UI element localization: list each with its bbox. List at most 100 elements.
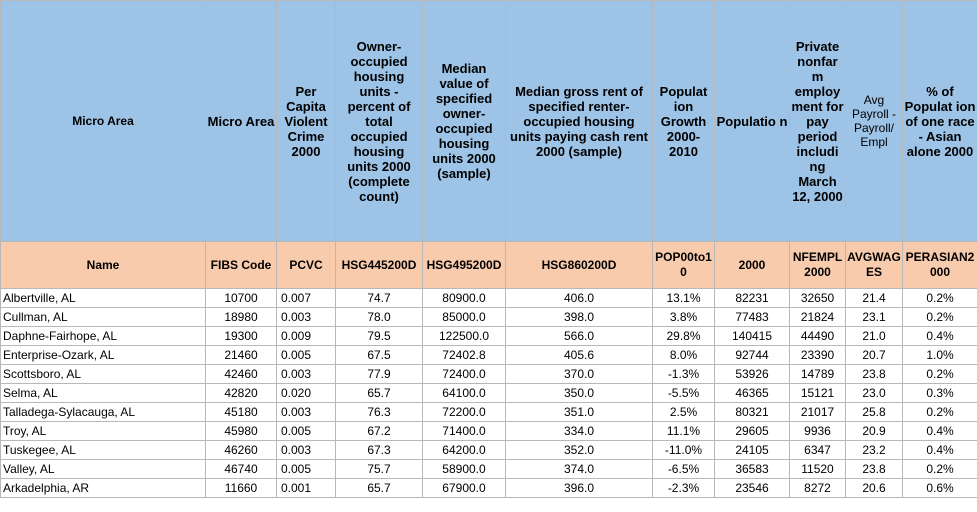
- table-cell: 21460: [205, 345, 277, 365]
- header-cell: Micro Area: [0, 0, 206, 242]
- code-cell: FIBS Code: [205, 241, 277, 289]
- table-cell: 67.3: [335, 440, 423, 460]
- table-cell: 92744: [714, 345, 790, 365]
- code-cell: 2000: [714, 241, 790, 289]
- header-cell: Populat ion Growth 2000-2010: [652, 0, 715, 242]
- table-cell: 0.003: [276, 364, 336, 384]
- header-cell: Owner-occupied housing units - percent o…: [335, 0, 423, 242]
- table-cell: 0.6%: [902, 478, 977, 498]
- table-cell: 77483: [714, 307, 790, 327]
- table-cell: 72402.8: [422, 345, 506, 365]
- header-cell: % of Populat ion of one race - Asian alo…: [902, 0, 977, 242]
- table-cell: 76.3: [335, 402, 423, 422]
- table-cell: 10700: [205, 288, 277, 308]
- table-cell: 46365: [714, 383, 790, 403]
- table-cell: 72400.0: [422, 364, 506, 384]
- table-cell: 19300: [205, 326, 277, 346]
- header-cell: Populatio n: [714, 0, 790, 242]
- table-cell: 0.2%: [902, 402, 977, 422]
- table-cell: 25.8: [845, 402, 903, 422]
- table-cell: 11520: [789, 459, 846, 479]
- table-cell: 21017: [789, 402, 846, 422]
- table-cell: 9936: [789, 421, 846, 441]
- table-cell: 67.2: [335, 421, 423, 441]
- table-cell: 64100.0: [422, 383, 506, 403]
- table-cell: 370.0: [505, 364, 653, 384]
- table-cell: 350.0: [505, 383, 653, 403]
- table-cell: 85000.0: [422, 307, 506, 327]
- table-cell: 64200.0: [422, 440, 506, 460]
- table-cell: 0.003: [276, 307, 336, 327]
- table-cell: 71400.0: [422, 421, 506, 441]
- table-cell: 352.0: [505, 440, 653, 460]
- row-name-cell: Selma, AL: [0, 383, 206, 403]
- table-row: Scottsboro, AL 42460 0.003 77.9 72400.0 370.0…: [0, 364, 977, 384]
- header-cell: Per Capita Violent Crime 2000: [276, 0, 336, 242]
- table-cell: 44490: [789, 326, 846, 346]
- table-row: Enterprise-Ozark, AL 21460 0.005 67.5 72402.…: [0, 345, 977, 365]
- table-cell: 0.4%: [902, 326, 977, 346]
- table-row: Selma, AL 42820 0.020 65.7 64100.0 350.0 -5.5%…: [0, 383, 977, 403]
- table-cell: 396.0: [505, 478, 653, 498]
- table-cell: 46260: [205, 440, 277, 460]
- table-cell: 53926: [714, 364, 790, 384]
- table-cell: 65.7: [335, 383, 423, 403]
- table-row: Tuskegee, AL 46260 0.003 67.3 64200.0 352.0 -1…: [0, 440, 977, 460]
- table-cell: 23390: [789, 345, 846, 365]
- table-cell: 20.7: [845, 345, 903, 365]
- code-cell: NFEMPL2000: [789, 241, 846, 289]
- row-name-cell: Arkadelphia, AR: [0, 478, 206, 498]
- code-cell: PERASIAN2000: [902, 241, 977, 289]
- table-cell: -6.5%: [652, 459, 715, 479]
- table-cell: 14789: [789, 364, 846, 384]
- table-cell: 8272: [789, 478, 846, 498]
- table-cell: 13.1%: [652, 288, 715, 308]
- table-cell: 23.1: [845, 307, 903, 327]
- description-header-row: Micro Area Micro Area Per Capita Violent…: [0, 0, 977, 242]
- table-cell: 23546: [714, 478, 790, 498]
- table-row: Arkadelphia, AR 11660 0.001 65.7 67900.0 396.…: [0, 478, 977, 498]
- table-cell: 2.5%: [652, 402, 715, 422]
- table-cell: 24105: [714, 440, 790, 460]
- header-cell: Private nonfar m employ ment for pay per…: [789, 0, 846, 242]
- table-row: Cullman, AL 18980 0.003 78.0 85000.0 398.0 3.8…: [0, 307, 977, 327]
- table-cell: 67.5: [335, 345, 423, 365]
- table-cell: 0.009: [276, 326, 336, 346]
- table-cell: 23.2: [845, 440, 903, 460]
- table-cell: 65.7: [335, 478, 423, 498]
- table-cell: 23.0: [845, 383, 903, 403]
- table-cell: 8.0%: [652, 345, 715, 365]
- table-cell: 0.007: [276, 288, 336, 308]
- table-cell: 46740: [205, 459, 277, 479]
- table-cell: 42820: [205, 383, 277, 403]
- table-cell: 122500.0: [422, 326, 506, 346]
- table-cell: 45180: [205, 402, 277, 422]
- table-cell: -5.5%: [652, 383, 715, 403]
- table-cell: 82231: [714, 288, 790, 308]
- table-cell: 58900.0: [422, 459, 506, 479]
- table-cell: 0.005: [276, 421, 336, 441]
- table-cell: 20.6: [845, 478, 903, 498]
- table-cell: 0.4%: [902, 421, 977, 441]
- table-cell: 42460: [205, 364, 277, 384]
- row-name-cell: Albertville, AL: [0, 288, 206, 308]
- table-cell: 23.8: [845, 459, 903, 479]
- row-name-cell: Enterprise-Ozark, AL: [0, 345, 206, 365]
- table-cell: 23.8: [845, 364, 903, 384]
- table-cell: 0.020: [276, 383, 336, 403]
- row-name-cell: Troy, AL: [0, 421, 206, 441]
- table-cell: 0.003: [276, 402, 336, 422]
- table-cell: 0.4%: [902, 440, 977, 460]
- table-cell: 78.0: [335, 307, 423, 327]
- table-row: Daphne-Fairhope, AL 19300 0.009 79.5 122500.…: [0, 326, 977, 346]
- table-cell: 18980: [205, 307, 277, 327]
- table-cell: 406.0: [505, 288, 653, 308]
- table-cell: 0.3%: [902, 383, 977, 403]
- table-cell: 0.001: [276, 478, 336, 498]
- row-name-cell: Scottsboro, AL: [0, 364, 206, 384]
- table-cell: 20.9: [845, 421, 903, 441]
- table-cell: 0.003: [276, 440, 336, 460]
- table-cell: 75.7: [335, 459, 423, 479]
- table-row: Albertville, AL 10700 0.007 74.7 80900.0 406.…: [0, 288, 977, 308]
- table-cell: 21.4: [845, 288, 903, 308]
